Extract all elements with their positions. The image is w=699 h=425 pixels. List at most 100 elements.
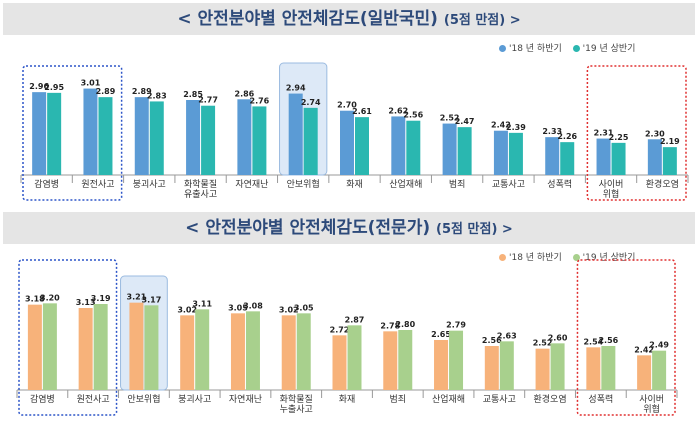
data-label: 2.79 xyxy=(446,321,466,330)
data-label: 2.25 xyxy=(609,133,629,142)
data-label: 2.31 xyxy=(594,129,614,138)
data-label: 3.08 xyxy=(243,301,263,310)
category-label: 산업재해 xyxy=(432,394,465,405)
category-label: 유출사고 xyxy=(184,189,217,200)
category-label: 범죄 xyxy=(449,179,466,190)
data-label: 2.52 xyxy=(440,114,460,123)
highlight-box xyxy=(586,65,687,201)
data-label: 2.86 xyxy=(235,89,255,98)
bar xyxy=(78,308,93,390)
bar xyxy=(652,350,667,390)
data-label: 3.18 xyxy=(25,295,45,304)
data-label: 2.42 xyxy=(491,121,511,130)
legend-expert: '18 년 하반기 '19 년 상반기 xyxy=(491,250,635,263)
data-label: 2.33 xyxy=(542,127,562,136)
category-label: 사이버 xyxy=(599,179,624,190)
category-label: 교통사고 xyxy=(483,394,516,405)
bar xyxy=(237,99,252,175)
category-label: 원전사고 xyxy=(77,394,110,405)
bar xyxy=(499,341,514,390)
bar xyxy=(303,107,318,175)
category-label: 안보위협 xyxy=(127,393,160,405)
legend-label: '18 년 하반기 xyxy=(509,253,562,263)
bar xyxy=(47,92,62,175)
bar xyxy=(230,313,245,390)
chart-panel-expert: < 안전분야별 안전체감도(전문가) (5점 만점) > '18 년 하반기 '… xyxy=(3,212,695,422)
category-label: 사이버 xyxy=(639,394,664,405)
bar xyxy=(545,137,560,175)
category-label: 화재 xyxy=(346,179,363,190)
legend-public: '18 년 하반기 '19 년 상반기 xyxy=(491,41,635,54)
chart-title-scale: (5점 만점) > xyxy=(443,13,521,28)
data-label: 2.89 xyxy=(132,87,152,96)
bar xyxy=(449,330,464,390)
bar xyxy=(662,147,677,175)
bar xyxy=(586,347,601,390)
bar xyxy=(129,302,144,390)
bar xyxy=(637,355,652,390)
bar xyxy=(201,105,216,175)
data-label: 3.21 xyxy=(127,293,147,302)
category-label: 위협 xyxy=(603,188,620,200)
chart-title-scale: (5점 만점) > xyxy=(436,222,513,237)
chart-title-expert: < 안전분야별 안전체감도(전문가) (5점 만점) > xyxy=(3,212,695,244)
bar xyxy=(434,340,449,390)
category-label: 누출사고 xyxy=(280,404,313,415)
data-label: 2.56 xyxy=(403,111,423,120)
data-label: 2.63 xyxy=(497,331,517,340)
category-label: 안보위협 xyxy=(287,178,320,190)
category-label: 화학물질 xyxy=(184,178,217,190)
bar xyxy=(186,100,201,175)
bar xyxy=(42,303,57,390)
bar-chart-public: 2.962.95감염병3.012.89원전사고2.892.83붕괴사고2.852… xyxy=(20,62,689,201)
data-label: 2.26 xyxy=(557,132,577,141)
bar xyxy=(611,142,626,175)
category-label: 환경오염 xyxy=(534,393,567,405)
bar xyxy=(550,343,565,390)
data-label: 3.05 xyxy=(228,303,248,312)
category-label: 자연재난 xyxy=(235,179,268,190)
data-label: 3.20 xyxy=(40,293,60,302)
category-label: 성폭력 xyxy=(588,393,613,405)
data-label: 3.19 xyxy=(91,294,111,303)
data-label: 2.30 xyxy=(645,129,665,138)
chart-title-main: < 안전분야별 안전체감도(일반국민) xyxy=(177,9,438,29)
data-label: 2.74 xyxy=(301,98,321,107)
highlight-box xyxy=(18,259,118,416)
highlight-box xyxy=(22,65,123,201)
bar xyxy=(383,331,398,390)
bar xyxy=(134,97,149,175)
data-label: 2.60 xyxy=(548,333,568,342)
legend-label: '19 년 상반기 xyxy=(582,253,636,263)
bar xyxy=(149,101,164,175)
data-label: 2.94 xyxy=(286,84,306,93)
data-label: 2.49 xyxy=(649,341,669,350)
bar xyxy=(252,106,267,175)
category-label: 자연재난 xyxy=(229,394,262,405)
data-label: 2.72 xyxy=(330,325,350,334)
bar xyxy=(442,123,457,175)
bar xyxy=(27,304,42,390)
bar xyxy=(484,346,499,390)
category-label: 교통사고 xyxy=(492,179,525,190)
highlight-box xyxy=(576,259,676,416)
bar xyxy=(391,116,406,175)
data-label: 2.62 xyxy=(388,106,408,115)
data-label: 3.02 xyxy=(177,305,197,314)
bar xyxy=(83,88,98,175)
bar-chart-expert: 3.183.20감염병3.133.19원전사고3.213.17안보위협3.023… xyxy=(16,259,678,416)
data-label: 2.89 xyxy=(96,87,116,96)
bar xyxy=(332,335,347,390)
data-label: 2.76 xyxy=(250,96,270,105)
bar xyxy=(398,330,413,390)
data-label: 2.87 xyxy=(345,315,365,324)
legend-label: '18 년 하반기 xyxy=(509,44,562,54)
category-label: 원전사고 xyxy=(81,179,114,190)
data-label: 2.39 xyxy=(506,123,526,132)
data-label: 3.13 xyxy=(76,298,96,307)
category-label: 화재 xyxy=(339,394,356,405)
bar xyxy=(355,117,369,175)
category-label: 화학물질 xyxy=(280,393,313,405)
legend-swatch xyxy=(499,45,506,52)
bar xyxy=(647,139,662,175)
